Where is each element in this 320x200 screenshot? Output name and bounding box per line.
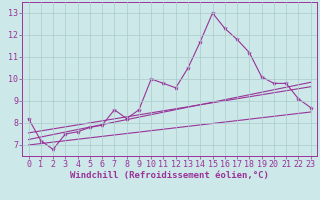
X-axis label: Windchill (Refroidissement éolien,°C): Windchill (Refroidissement éolien,°C) (70, 171, 269, 180)
